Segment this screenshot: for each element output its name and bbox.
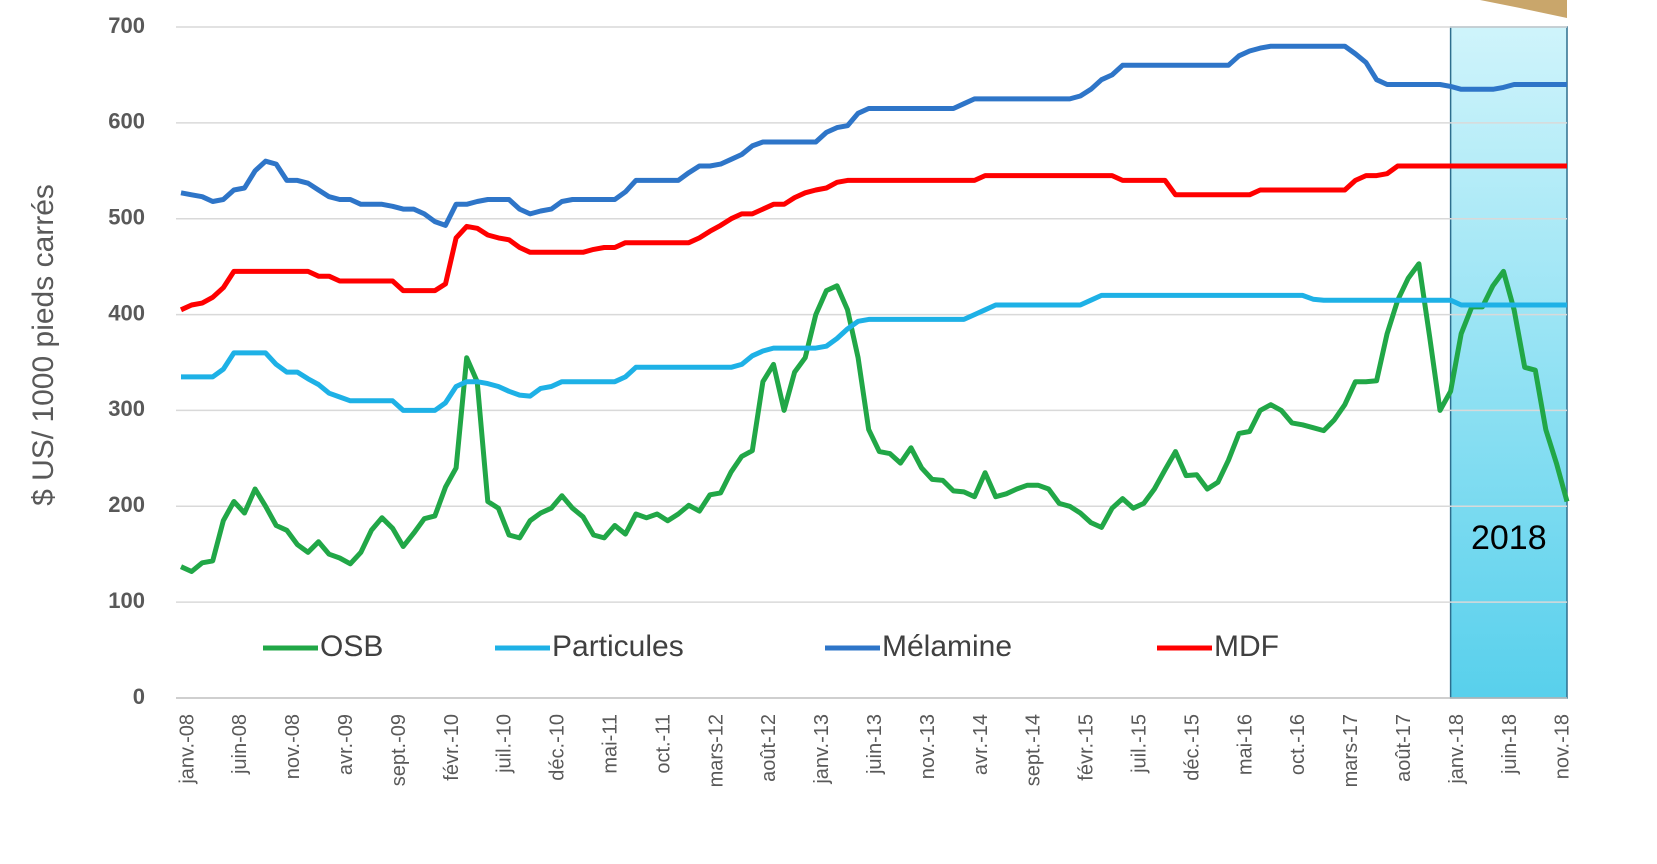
x-tick-label: août-12 bbox=[758, 714, 780, 782]
annotation: 2018 bbox=[1471, 519, 1547, 557]
y-tick-label: 600 bbox=[108, 109, 145, 134]
y-axis-label: $ US/ 1000 pieds carrés bbox=[27, 184, 60, 506]
x-tick-label: sept.-09 bbox=[388, 714, 410, 786]
x-tick-label: févr.-10 bbox=[441, 714, 463, 781]
legend-label: OSB bbox=[320, 630, 383, 663]
x-tick-label: oct.-11 bbox=[652, 714, 674, 774]
x-tick-label: mai-11 bbox=[599, 714, 621, 774]
x-tick-label: janv.-18 bbox=[1446, 714, 1468, 785]
decoration bbox=[1480, 0, 1567, 18]
y-tick-label: 100 bbox=[108, 588, 145, 613]
x-tick-label: nov.-08 bbox=[282, 714, 304, 779]
y-tick-label: 0 bbox=[133, 684, 145, 709]
x-tick-label: juil.-15 bbox=[1128, 714, 1150, 774]
x-tick-label: juin-13 bbox=[864, 714, 886, 775]
y-tick-label: 200 bbox=[108, 492, 145, 517]
highlight-box bbox=[1449, 26, 1568, 699]
y-tick-label: 400 bbox=[108, 300, 145, 325]
x-tick-label: déc.-15 bbox=[1181, 714, 1203, 781]
x-tick-label: mars-17 bbox=[1340, 714, 1362, 787]
x-tick-label: mars-12 bbox=[705, 714, 727, 787]
legend-label: Particules bbox=[552, 630, 684, 663]
x-tick-label: déc.-10 bbox=[547, 714, 569, 781]
x-tick-label: sept.-14 bbox=[1023, 714, 1045, 786]
y-tick-label: 300 bbox=[108, 396, 145, 421]
series-line bbox=[179, 261, 1570, 574]
x-tick-label: févr.-15 bbox=[1076, 714, 1098, 781]
x-tick-label: avr.-09 bbox=[335, 714, 357, 775]
x-tick-label: nov.-13 bbox=[917, 714, 939, 779]
x-tick-label: août-17 bbox=[1393, 714, 1415, 782]
x-tick-label: juin-18 bbox=[1499, 714, 1521, 775]
x-tick-label: janv.-08 bbox=[176, 714, 198, 785]
series-line bbox=[181, 292, 1567, 413]
legend-label: MDF bbox=[1214, 630, 1279, 663]
x-tick-label: nov.-18 bbox=[1552, 714, 1574, 779]
series-line bbox=[180, 43, 1567, 228]
x-tick-label: oct.-16 bbox=[1287, 714, 1309, 775]
y-tick-label: 700 bbox=[108, 13, 145, 38]
legend-label: Mélamine bbox=[882, 630, 1012, 663]
x-tick-label: juil.-10 bbox=[494, 714, 516, 774]
x-tick-label: mai-16 bbox=[1234, 714, 1256, 775]
series-line bbox=[179, 163, 1567, 313]
x-tick-label: janv.-13 bbox=[811, 714, 833, 785]
x-tick-label: juin-08 bbox=[229, 714, 251, 775]
x-tick-label: avr.-14 bbox=[970, 714, 992, 775]
y-tick-label: 500 bbox=[108, 205, 145, 230]
